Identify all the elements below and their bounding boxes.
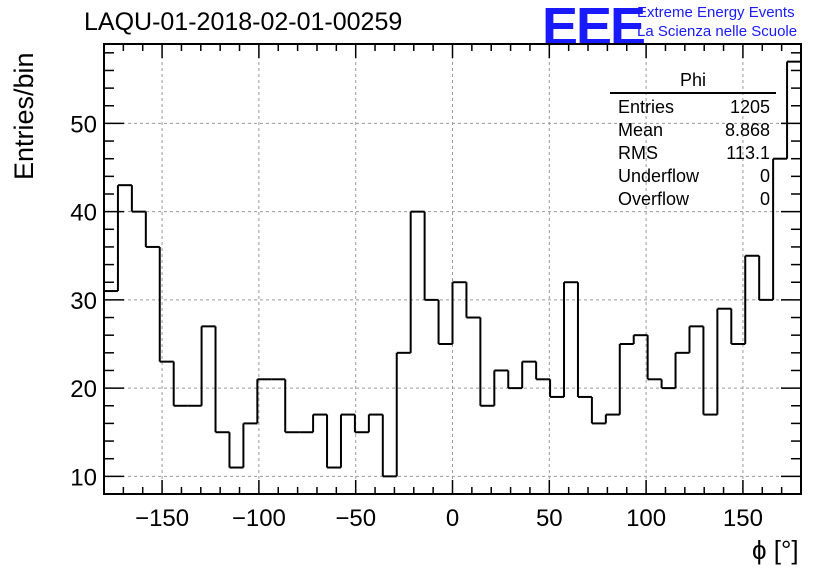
stats-value: 0 [759, 166, 770, 186]
histogram-bin [214, 326, 230, 434]
histogram-bin [604, 413, 620, 424]
histogram-bin [786, 60, 801, 159]
histogram-bin [353, 414, 369, 434]
logo-text: Extreme Energy Events La Scienza nelle S… [637, 3, 797, 41]
histogram-bin [576, 282, 592, 398]
histogram-bin [465, 282, 481, 319]
histogram-bin [172, 361, 188, 407]
x-tick-label: 0 [446, 505, 459, 532]
grid-lines [104, 44, 801, 494]
stats-box: Phi Entries 1205 Mean 8.868 RMS 113.1 Un… [610, 70, 778, 211]
histogram-bin [632, 334, 648, 344]
eee-logo: EEE [542, 0, 646, 57]
histogram-bin [563, 281, 578, 397]
x-tick-label: −150 [135, 505, 189, 532]
stats-value: 113.1 [726, 143, 770, 163]
stats-label: Entries [618, 97, 675, 117]
logo-line-1: Extreme Energy Events [637, 4, 795, 21]
x-tick-label: 50 [536, 505, 563, 532]
histogram-bin [521, 360, 537, 389]
histogram-bin [702, 326, 718, 416]
histogram-bin [772, 157, 788, 300]
histogram-bin [200, 325, 216, 406]
histogram-bin [730, 308, 746, 345]
histogram-bin [326, 414, 341, 469]
stats-row-mean: Mean 8.868 [610, 119, 778, 142]
histogram-bin [242, 422, 258, 468]
logo-line-2: La Scienza nelle Scuole [637, 23, 798, 40]
stats-row-rms: RMS 113.1 [610, 142, 778, 165]
stats-row-overflow: Overflow 0 [610, 188, 778, 211]
stats-row-entries: Entries 1205 [610, 96, 778, 119]
chart-title: LAQU-01-2018-02-01-00259 [84, 8, 403, 36]
histogram-bin [144, 211, 160, 248]
y-tick-label: 30 [70, 288, 97, 315]
stats-value: 1205 [729, 97, 770, 117]
stats-label: Mean [618, 120, 664, 140]
histogram-bin [423, 211, 439, 301]
histogram-bin [284, 379, 300, 434]
stats-label: RMS [618, 143, 658, 163]
histogram-bin [116, 184, 132, 292]
histogram-bin [381, 414, 397, 478]
histogram-bin [590, 396, 606, 425]
histogram-bin [674, 351, 690, 389]
histogram-bin [744, 254, 760, 344]
stats-value: 0 [759, 189, 770, 209]
histogram-bin [716, 307, 732, 415]
histogram-bin [451, 281, 467, 344]
histogram-bin [479, 317, 495, 407]
stats-row-underflow: Underflow 0 [610, 165, 778, 188]
stats-title: Phi [610, 70, 776, 94]
x-tick-label: −100 [232, 505, 286, 532]
stats-label: Overflow [618, 189, 690, 209]
y-tick-label: 50 [70, 111, 97, 138]
histogram-bin [549, 379, 565, 398]
histogram-bin [130, 185, 146, 213]
histogram-bin [256, 378, 272, 424]
x-tick-label: 150 [723, 505, 763, 532]
stats-label: Underflow [618, 166, 700, 186]
y-tick-label: 10 [70, 464, 97, 491]
histogram-bin [158, 246, 174, 363]
histogram-bin [618, 343, 634, 415]
y-tick-label: 40 [70, 200, 97, 227]
histogram-bin [103, 290, 118, 494]
y-tick-label: 20 [70, 376, 97, 403]
histogram-bin [493, 369, 509, 406]
histogram-bin [409, 210, 425, 353]
x-tick-label: 100 [626, 505, 666, 532]
histogram-bin [312, 413, 328, 433]
x-tick-label: −50 [335, 505, 376, 532]
stats-value: 8.868 [724, 120, 770, 140]
histogram-bin [437, 299, 453, 345]
histogram-bin [507, 370, 523, 390]
histogram-bin [535, 361, 551, 381]
tick-labels: −150 −100 −50 0 50 100 150 10 20 30 40 50 [70, 111, 763, 532]
histogram-bin [646, 335, 662, 381]
histogram-bin [688, 325, 704, 353]
x-axis-label: ϕ [°] [752, 535, 799, 565]
histogram-bin [339, 413, 355, 468]
ticks [103, 44, 802, 495]
histogram-bin [228, 432, 244, 469]
histogram-bin [395, 351, 411, 477]
histogram-bin [660, 379, 676, 390]
histogram-bin [758, 255, 774, 301]
histogram-bin [367, 413, 383, 433]
